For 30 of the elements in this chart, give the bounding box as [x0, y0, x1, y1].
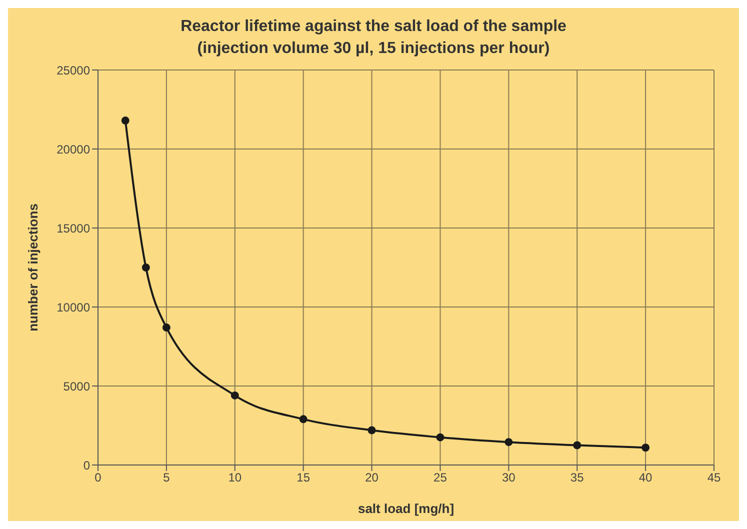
point: [368, 426, 376, 434]
point: [299, 415, 308, 424]
y-tick-label: 25000: [56, 63, 90, 78]
y-tick-label: 5000: [63, 379, 90, 394]
x-tick-label: 0: [94, 470, 102, 485]
x-tick-label: 30: [502, 470, 516, 485]
point: [436, 433, 444, 442]
y-tick-label: 0: [83, 458, 90, 472]
y-tick-label: 10000: [56, 300, 90, 314]
x-tick-label: 35: [570, 470, 584, 485]
x-tick-label: 45: [707, 470, 721, 485]
point: [642, 444, 650, 452]
y-tick-label: 15000: [56, 221, 90, 236]
point: [504, 438, 513, 446]
point: [230, 391, 239, 400]
x-tick-label: 25: [434, 470, 448, 485]
point: [573, 441, 582, 450]
x-tick-label: 15: [296, 470, 310, 485]
x-axis-title: salt load [mg/h]: [358, 501, 454, 516]
x-tick-label: 5: [163, 470, 170, 485]
y-tick-label: 20000: [56, 142, 90, 156]
point: [162, 324, 170, 332]
chart-subtitle: (injection volume 30 µl, 15 injections per hour): [196, 39, 551, 59]
y-axis-title: number of injections: [26, 204, 41, 332]
x-tick-label: 20: [365, 470, 379, 485]
x-tick-label: 10: [228, 470, 242, 485]
chart-title: Reactor lifetime against the salt load of the sample: [180, 17, 568, 37]
point: [142, 264, 150, 272]
point: [121, 116, 130, 125]
x-tick-label: 40: [638, 470, 653, 485]
